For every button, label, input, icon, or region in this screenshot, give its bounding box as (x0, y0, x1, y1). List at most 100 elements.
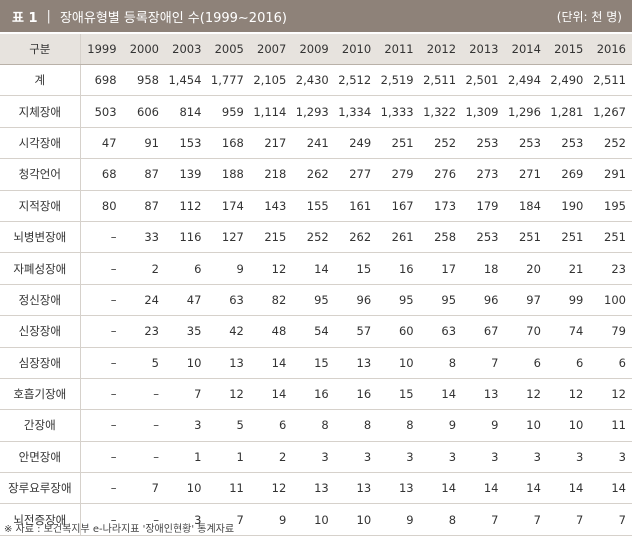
table-cell: 24 (122, 284, 165, 317)
table-cell: 7 (462, 347, 505, 379)
disability-statistics-table: 구분 1999 2000 2003 2005 2007 2009 2010 2011 2012 2… (0, 34, 632, 536)
table-cell: 14 (292, 252, 335, 285)
table-cell: 14 (546, 472, 590, 505)
table-cell: 2 (249, 441, 293, 474)
table-cell: 1,777 (207, 64, 250, 97)
table-cell: 155 (292, 190, 335, 222)
table-cell: 1 (207, 441, 250, 474)
table-cell: 14 (419, 472, 463, 505)
table-cell: 3 (589, 441, 632, 474)
table-cell: 116 (164, 221, 208, 254)
table-cell: 3 (292, 441, 335, 474)
table-cell: 6 (504, 347, 547, 379)
table-cell: 959 (207, 95, 250, 128)
table-cell: 1,454 (164, 64, 208, 97)
table-cell: 13 (334, 472, 378, 505)
table-cell: 7 (546, 503, 590, 536)
table-cell: 2,511 (419, 64, 463, 97)
table-number: 표 1 (12, 10, 38, 26)
table-cell: 70 (504, 315, 547, 348)
table-cell: – (122, 409, 165, 442)
table-cell: 23 (122, 315, 165, 348)
table-title-text: 장애유형별 등록장애인 수(1999∼2016) (59, 10, 287, 26)
table-cell: 79 (589, 315, 632, 348)
table-cell: 215 (249, 221, 293, 254)
table-cell: 161 (334, 190, 378, 222)
table-cell: 63 (207, 284, 250, 317)
table-cell: – (80, 221, 123, 254)
table-cell: 2,490 (546, 64, 590, 97)
table-cell: 16 (334, 378, 378, 411)
table-cell: 33 (122, 221, 165, 254)
table-row: 자폐성장애 –2 6 9 12 14 15 16 17 18 20 21 23 (0, 252, 632, 285)
table-cell: 139 (164, 158, 208, 191)
table-cell: 97 (504, 284, 547, 317)
table-cell: 2,430 (292, 64, 335, 97)
row-label: 지적장애 (0, 190, 81, 222)
table-cell: 5 (207, 409, 250, 442)
table-cell: 6 (249, 409, 293, 442)
table-cell: 35 (164, 315, 208, 348)
table-cell: 80 (80, 190, 123, 222)
year-header: 2005 (207, 34, 250, 65)
table-cell: 127 (207, 221, 250, 254)
table-row: 안면장애 – –1 1 2 3 3 3 3 3 3 3 3 (0, 441, 632, 474)
table-cell: 2,105 (249, 64, 293, 97)
table-body: 계 698 958 1,454 1,777 2,105 2,430 2,512 2,519 2,5… (0, 64, 632, 536)
table-cell: 218 (249, 158, 293, 191)
table-cell: 277 (334, 158, 378, 191)
year-header: 2012 (419, 34, 463, 65)
table-cell: 3 (164, 409, 208, 442)
table-cell: 167 (377, 190, 420, 222)
table-cell: 184 (504, 190, 547, 222)
table-cell: 273 (462, 158, 505, 191)
table-cell: 9 (207, 252, 250, 285)
table-row: 뇌병변장애 –33 116 127 215 252 262 261 258 253 251 251 25… (0, 221, 632, 254)
table-cell: 87 (122, 158, 165, 191)
table-cell: 12 (589, 378, 632, 411)
table-cell: 13 (207, 347, 250, 379)
table-cell: 153 (164, 127, 208, 160)
row-label: 뇌병변장애 (0, 221, 81, 254)
table-cell: 96 (334, 284, 378, 317)
table-cell: 1,334 (334, 95, 378, 128)
table-cell: 9 (377, 503, 420, 536)
table-cell: – (80, 503, 123, 536)
table-cell: 12 (249, 472, 293, 505)
year-header: 2007 (249, 34, 293, 65)
table-cell: 279 (377, 158, 420, 191)
table-cell: 7 (589, 503, 632, 536)
table-cell: 258 (419, 221, 463, 254)
table-cell: 10 (546, 409, 590, 442)
table-cell: 60 (377, 315, 420, 348)
table-cell: 47 (80, 127, 123, 160)
table-cell: 698 (80, 64, 123, 97)
table-cell: 7 (504, 503, 547, 536)
year-header: 2003 (164, 34, 208, 65)
row-label: 지체장애 (0, 95, 81, 128)
table-cell: 1,114 (249, 95, 293, 128)
table-cell: 3 (334, 441, 378, 474)
year-header: 2000 (122, 34, 165, 65)
table-cell: 3 (419, 441, 463, 474)
table-cell: 173 (419, 190, 463, 222)
table-cell: 10 (377, 347, 420, 379)
table-cell: 8 (377, 409, 420, 442)
table-cell: 8 (334, 409, 378, 442)
table-cell: 3 (462, 441, 505, 474)
table-cell: 188 (207, 158, 250, 191)
table-cell: 241 (292, 127, 335, 160)
table-cell: 10 (164, 472, 208, 505)
table-cell: 11 (589, 409, 632, 442)
table-cell: – (80, 284, 123, 317)
table-row: 간장애 – –3 5 6 8 8 8 9 9 10 10 11 (0, 409, 632, 442)
table-cell: 252 (419, 127, 463, 160)
table-cell: 15 (334, 252, 378, 285)
table-cell: 20 (504, 252, 547, 285)
year-header: 2015 (546, 34, 590, 65)
table-cell: 217 (249, 127, 293, 160)
table-cell: 8 (292, 409, 335, 442)
table-cell: 9 (462, 409, 505, 442)
table-cell: 21 (546, 252, 590, 285)
table-row: 계 698 958 1,454 1,777 2,105 2,430 2,512 2,519 2,5… (0, 64, 632, 97)
